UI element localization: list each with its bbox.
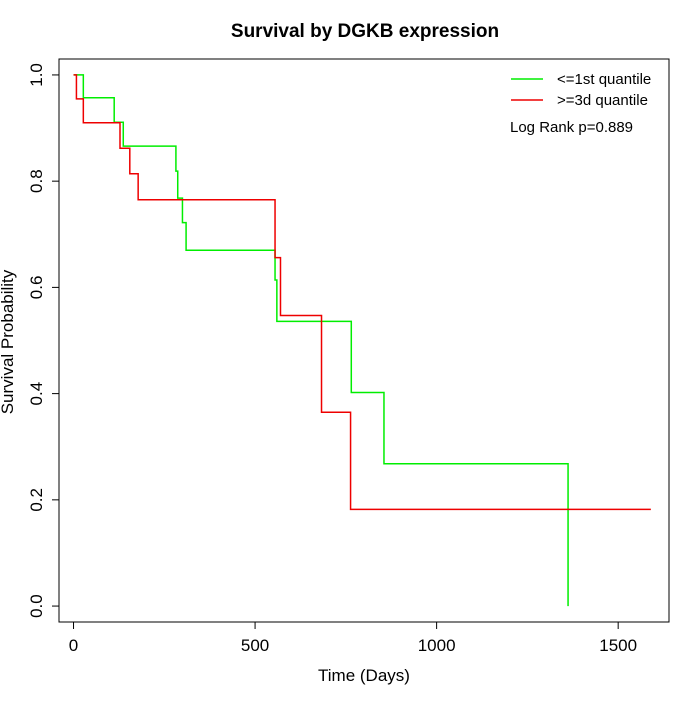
y-tick-label: 0.8 <box>27 169 46 193</box>
series-layer <box>73 74 651 607</box>
x-axis-label: Time (Days) <box>318 666 410 685</box>
plot-frame <box>58 58 670 623</box>
y-tick-label: 0.0 <box>27 594 46 618</box>
x-axis: 0 500 1000 1500 <box>69 621 637 655</box>
legend-label: <=1st quantile <box>557 71 651 88</box>
legend: <=1st quantile >=3d quantile <box>511 71 651 109</box>
y-tick-label: 0.4 <box>27 382 46 406</box>
y-axis-label: Survival Probability <box>0 269 17 414</box>
y-tick-label: 0.6 <box>27 276 46 300</box>
x-tick-label: 1000 <box>418 636 456 655</box>
y-tick-label: 1.0 <box>27 63 46 87</box>
log-rank-annotation: Log Rank p=0.889 <box>510 119 633 136</box>
x-tick-label: 1500 <box>599 636 637 655</box>
x-tick-label: 500 <box>241 636 269 655</box>
series-line-high-quantile <box>73 74 651 511</box>
chart-title: Survival by DGKB expression <box>231 21 499 42</box>
legend-label: >=3d quantile <box>557 92 648 109</box>
y-axis: 0.0 0.2 0.4 0.6 0.8 1.0 <box>27 63 60 618</box>
x-tick-label: 0 <box>69 636 78 655</box>
y-tick-label: 0.2 <box>27 488 46 512</box>
